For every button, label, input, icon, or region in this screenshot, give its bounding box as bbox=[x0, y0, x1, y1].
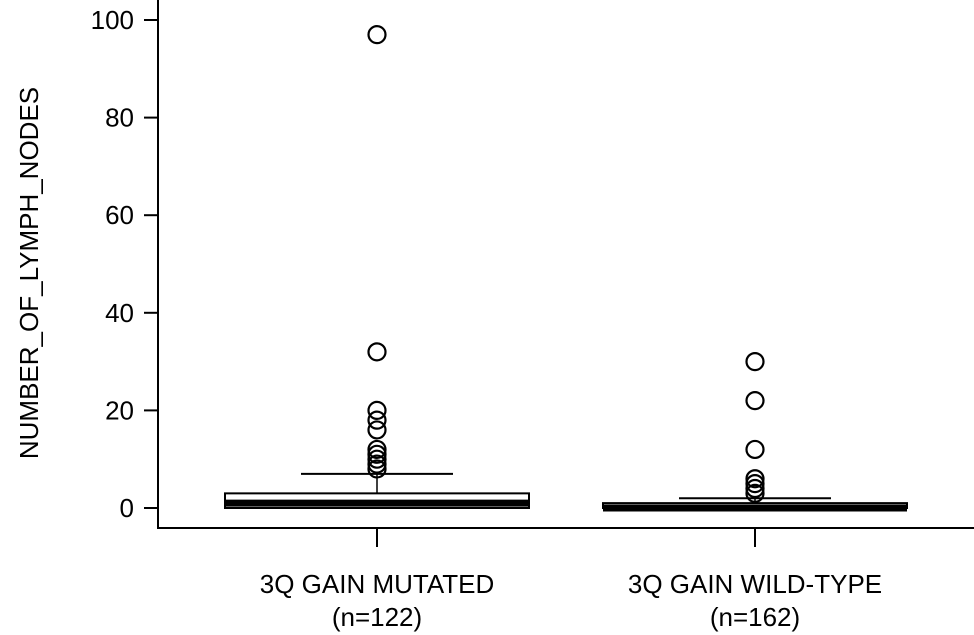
outlier-point bbox=[367, 342, 387, 362]
axes: 0 20 40 60 80 100 3Q GAIN MUTATED(n=122) 3Q GAI… bbox=[91, 0, 974, 632]
outlier-point bbox=[745, 469, 765, 489]
x-tick-count-label: (n=122) bbox=[332, 602, 422, 632]
box-group bbox=[602, 352, 908, 512]
outlier-point bbox=[745, 352, 765, 372]
outlier-point bbox=[367, 454, 387, 474]
outlier-point bbox=[367, 420, 387, 440]
outlier-point bbox=[367, 444, 387, 464]
outlier-point bbox=[745, 483, 765, 503]
outlier-point bbox=[745, 478, 765, 499]
y-tick-label: 100 bbox=[91, 5, 134, 35]
x-tick-label: 3Q GAIN WILD-TYPE bbox=[628, 569, 882, 599]
y-tick-label: 80 bbox=[105, 103, 134, 133]
y-tick-label: 60 bbox=[105, 200, 134, 230]
x-tick-count-label: (n=162) bbox=[710, 602, 800, 632]
outlier-point bbox=[745, 474, 765, 494]
outlier-point bbox=[367, 25, 387, 45]
outlier-point bbox=[745, 439, 765, 460]
y-tick-label: 0 bbox=[120, 493, 134, 523]
y-tick-label: 20 bbox=[105, 395, 134, 425]
outlier-point bbox=[367, 459, 387, 479]
outlier-point bbox=[745, 391, 765, 411]
y-axis-label: NUMBER_OF_LYMPH_NODES bbox=[14, 87, 44, 459]
outlier-point bbox=[367, 410, 387, 430]
box-group bbox=[224, 25, 530, 509]
boxes bbox=[224, 25, 908, 512]
plot-frame bbox=[157, 0, 974, 529]
outlier-point bbox=[367, 400, 387, 420]
outlier-point bbox=[367, 439, 387, 460]
x-tick-label: 3Q GAIN MUTATED bbox=[260, 569, 495, 599]
outlier-point bbox=[367, 449, 387, 469]
y-tick-label: 40 bbox=[105, 298, 134, 328]
